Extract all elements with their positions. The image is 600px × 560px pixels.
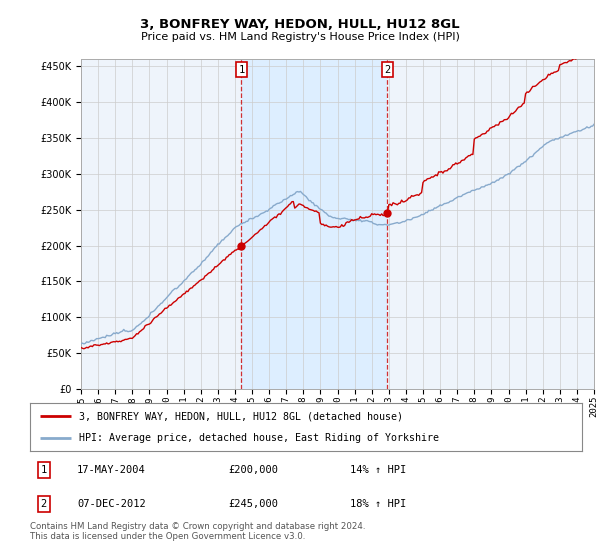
Text: £245,000: £245,000 bbox=[229, 499, 279, 509]
Text: 1: 1 bbox=[238, 64, 245, 74]
Text: 2: 2 bbox=[41, 499, 47, 509]
Bar bbox=[241, 59, 388, 389]
Text: 3, BONFREY WAY, HEDON, HULL, HU12 8GL: 3, BONFREY WAY, HEDON, HULL, HU12 8GL bbox=[140, 18, 460, 31]
Text: Contains HM Land Registry data © Crown copyright and database right 2024.
This d: Contains HM Land Registry data © Crown c… bbox=[30, 522, 365, 542]
Text: HPI: Average price, detached house, East Riding of Yorkshire: HPI: Average price, detached house, East… bbox=[79, 433, 439, 443]
Text: Price paid vs. HM Land Registry's House Price Index (HPI): Price paid vs. HM Land Registry's House … bbox=[140, 32, 460, 43]
Text: 14% ↑ HPI: 14% ↑ HPI bbox=[350, 465, 406, 475]
Text: 1: 1 bbox=[41, 465, 47, 475]
Text: 3, BONFREY WAY, HEDON, HULL, HU12 8GL (detached house): 3, BONFREY WAY, HEDON, HULL, HU12 8GL (d… bbox=[79, 411, 403, 421]
Text: 2: 2 bbox=[385, 64, 391, 74]
Text: £200,000: £200,000 bbox=[229, 465, 279, 475]
Text: 18% ↑ HPI: 18% ↑ HPI bbox=[350, 499, 406, 509]
Text: 07-DEC-2012: 07-DEC-2012 bbox=[77, 499, 146, 509]
Text: 17-MAY-2004: 17-MAY-2004 bbox=[77, 465, 146, 475]
